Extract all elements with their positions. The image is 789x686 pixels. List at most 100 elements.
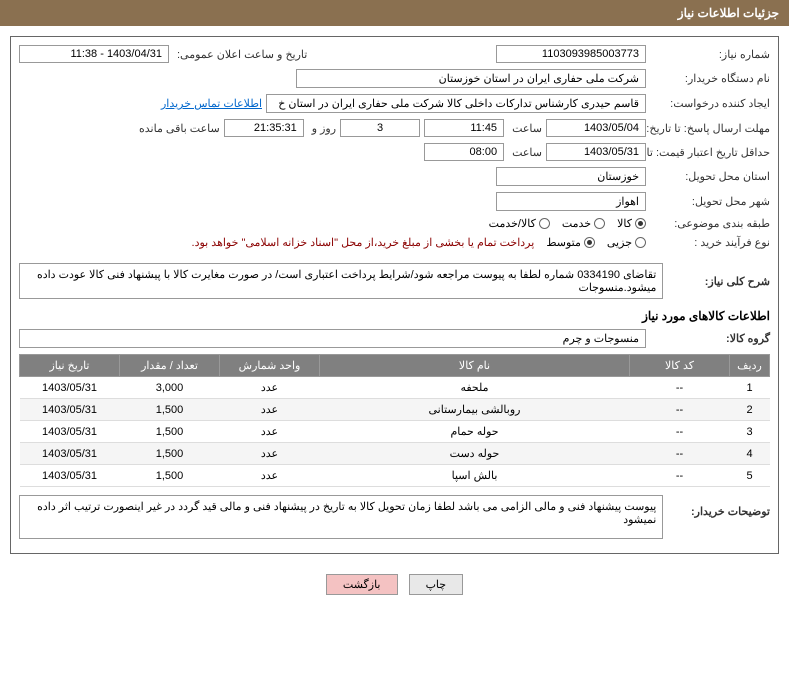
cell-name: حوله دست: [320, 443, 630, 465]
back-button[interactable]: بازگشت: [326, 574, 398, 595]
category-radio-group: کالا خدمت کالا/خدمت: [489, 217, 646, 230]
delivery-province-label: استان محل تحویل:: [681, 171, 770, 183]
cell-qty: 1,500: [120, 465, 220, 487]
category-option-label: خدمت: [562, 217, 591, 230]
process-option-label: متوسط: [546, 236, 581, 249]
main-content: شماره نیاز: 1103093985003773 تاریخ و ساع…: [10, 36, 779, 554]
category-label: طبقه بندی موضوعی:: [670, 218, 770, 230]
page-header: جزئیات اطلاعات نیاز: [0, 0, 789, 26]
reply-days: 3: [340, 119, 420, 137]
cell-unit: عدد: [220, 443, 320, 465]
process-type-radio-group: جزیی متوسط: [546, 236, 646, 249]
cell-rownum: 5: [730, 465, 770, 487]
buyer-org-value: شرکت ملی حفاری ایران در استان خوزستان: [296, 69, 646, 88]
table-header-row: ردیف کد کالا نام کالا واحد شمارش تعداد /…: [20, 355, 770, 377]
cell-rownum: 3: [730, 421, 770, 443]
cell-qty: 1,500: [120, 443, 220, 465]
cell-qty: 1,500: [120, 399, 220, 421]
buyer-org-label: نام دستگاه خریدار:: [681, 73, 770, 85]
item-group-label: گروه کالا:: [722, 333, 770, 345]
cell-code: --: [630, 443, 730, 465]
process-option-medium[interactable]: متوسط: [546, 236, 595, 249]
cell-name: بالش اسپا: [320, 465, 630, 487]
radio-icon: [635, 218, 646, 229]
reply-time-label: ساعت: [508, 122, 542, 135]
radio-icon: [594, 218, 605, 229]
table-row: 3 -- حوله حمام عدد 1,500 1403/05/31: [20, 421, 770, 443]
delivery-city-label: شهر محل تحویل:: [688, 196, 770, 208]
radio-icon: [539, 218, 550, 229]
reply-deadline-time: 11:45: [424, 119, 504, 137]
announce-date-label: تاریخ و ساعت اعلان عمومی:: [173, 48, 307, 61]
cell-date: 1403/05/31: [20, 421, 120, 443]
cell-code: --: [630, 377, 730, 399]
cell-date: 1403/05/31: [20, 443, 120, 465]
process-option-label: جزیی: [607, 236, 632, 249]
table-row: 5 -- بالش اسپا عدد 1,500 1403/05/31: [20, 465, 770, 487]
table-row: 2 -- روبالشی بیمارستانی عدد 1,500 1403/0…: [20, 399, 770, 421]
buyer-notes-value: پیوست پیشنهاد فنی و مالی الزامی می باشد …: [19, 495, 663, 539]
category-option-label: کالا: [617, 217, 632, 230]
cell-name: ملحفه: [320, 377, 630, 399]
table-body: 1 -- ملحفه عدد 3,000 1403/05/31 2 -- روب…: [20, 377, 770, 487]
cell-date: 1403/05/31: [20, 377, 120, 399]
radio-icon: [584, 237, 595, 248]
items-table: ردیف کد کالا نام کالا واحد شمارش تعداد /…: [19, 354, 770, 487]
announce-date-value: 1403/04/31 - 11:38: [19, 45, 169, 63]
cell-qty: 1,500: [120, 421, 220, 443]
buyer-notes-label: توضیحات خریدار:: [687, 506, 770, 518]
contact-link[interactable]: اطلاعات تماس خریدار: [161, 97, 262, 110]
cell-date: 1403/05/31: [20, 399, 120, 421]
cell-code: --: [630, 465, 730, 487]
process-note: پرداخت تمام یا بخشی از مبلغ خرید،از محل …: [192, 236, 535, 249]
table-row: 4 -- حوله دست عدد 1,500 1403/05/31: [20, 443, 770, 465]
radio-icon: [635, 237, 646, 248]
cell-unit: عدد: [220, 421, 320, 443]
category-option-label: کالا/خدمت: [489, 217, 536, 230]
reply-remaining-label: ساعت باقی مانده: [135, 122, 220, 135]
th-item-code: کد کالا: [630, 355, 730, 377]
cell-name: حوله حمام: [320, 421, 630, 443]
cell-unit: عدد: [220, 465, 320, 487]
price-validity-time: 08:00: [424, 143, 504, 161]
general-desc-value: تقاضای 0334190 شماره لطفا به پیوست مراجع…: [19, 263, 663, 299]
delivery-city-value: اهواز: [496, 192, 646, 211]
need-number-value: 1103093985003773: [496, 45, 646, 63]
reply-days-label: روز و: [308, 122, 336, 135]
cell-rownum: 1: [730, 377, 770, 399]
table-row: 1 -- ملحفه عدد 3,000 1403/05/31: [20, 377, 770, 399]
th-qty: تعداد / مقدار: [120, 355, 220, 377]
category-option-goods[interactable]: کالا: [617, 217, 646, 230]
general-desc-label: شرح کلی نیاز:: [701, 276, 770, 288]
th-row-num: ردیف: [730, 355, 770, 377]
print-button[interactable]: چاپ: [409, 574, 464, 595]
reply-deadline-label: مهلت ارسال پاسخ: تا تاریخ:: [642, 123, 770, 135]
requester-value: قاسم حیدری کارشناس تدارکات داخلی کالا شر…: [266, 94, 646, 113]
cell-unit: عدد: [220, 377, 320, 399]
cell-code: --: [630, 399, 730, 421]
cell-unit: عدد: [220, 399, 320, 421]
requester-label: ایجاد کننده درخواست:: [666, 98, 770, 110]
th-need-date: تاریخ نیاز: [20, 355, 120, 377]
price-time-label: ساعت: [508, 146, 542, 159]
th-item-name: نام کالا: [320, 355, 630, 377]
reply-remaining: 21:35:31: [224, 119, 304, 137]
button-row: چاپ بازگشت: [0, 564, 789, 605]
process-type-label: نوع فرآیند خرید :: [690, 237, 770, 249]
cell-rownum: 2: [730, 399, 770, 421]
price-validity-date: 1403/05/31: [546, 143, 646, 161]
reply-deadline-date: 1403/05/04: [546, 119, 646, 137]
items-section-title: اطلاعات کالاهای مورد نیاز: [19, 309, 770, 323]
delivery-province-value: خوزستان: [496, 167, 646, 186]
category-option-service[interactable]: خدمت: [562, 217, 605, 230]
page-title: جزئیات اطلاعات نیاز: [678, 6, 779, 20]
th-unit: واحد شمارش: [220, 355, 320, 377]
process-option-partial[interactable]: جزیی: [607, 236, 646, 249]
category-option-both[interactable]: کالا/خدمت: [489, 217, 550, 230]
cell-date: 1403/05/31: [20, 465, 120, 487]
cell-qty: 3,000: [120, 377, 220, 399]
item-group-value: منسوجات و چرم: [19, 329, 646, 348]
cell-name: روبالشی بیمارستانی: [320, 399, 630, 421]
cell-rownum: 4: [730, 443, 770, 465]
cell-code: --: [630, 421, 730, 443]
